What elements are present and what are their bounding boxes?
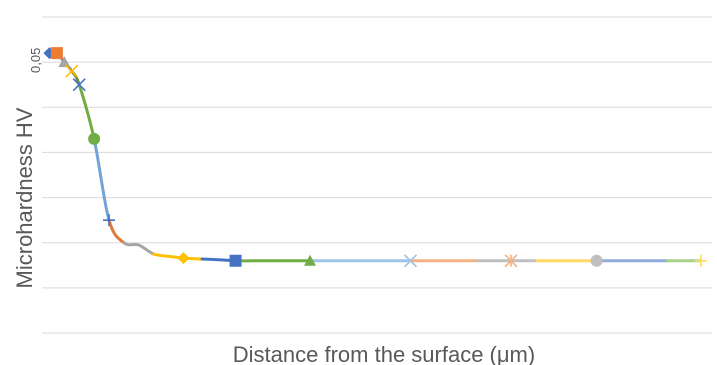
data-point-marker-6 (103, 214, 115, 227)
data-point-marker-11 (504, 254, 518, 268)
data-point-marker-5 (88, 132, 101, 145)
data-point-marker-10 (403, 254, 418, 268)
data-point-marker-13 (694, 254, 707, 267)
series-markers (43, 47, 707, 268)
series-line-segment-5 (122, 241, 156, 256)
data-point-marker-9 (304, 254, 316, 266)
gridlines (42, 16, 712, 334)
y-axis-label-main: Microhardness HV (12, 107, 37, 288)
data-point-marker-7 (177, 252, 190, 265)
data-point-marker-3 (65, 64, 79, 78)
series-line-segment-3 (92, 137, 111, 222)
series-lines (47, 50, 703, 263)
series-line-segment-2 (77, 83, 96, 141)
series-line-segment-6 (152, 252, 204, 261)
x-axis-label: Distance from the surface (μm) (233, 342, 535, 365)
data-point-marker-8 (229, 254, 242, 267)
data-point-marker-1 (50, 47, 63, 60)
data-point-marker-12 (590, 254, 603, 267)
data-point-marker-2 (58, 56, 71, 68)
y-axis-label: Microhardness HV (12, 107, 37, 288)
y-axis-label-subscript: 0,05 (28, 48, 43, 73)
series-line-segment-4 (107, 218, 126, 245)
data-point-marker-4 (72, 78, 86, 92)
